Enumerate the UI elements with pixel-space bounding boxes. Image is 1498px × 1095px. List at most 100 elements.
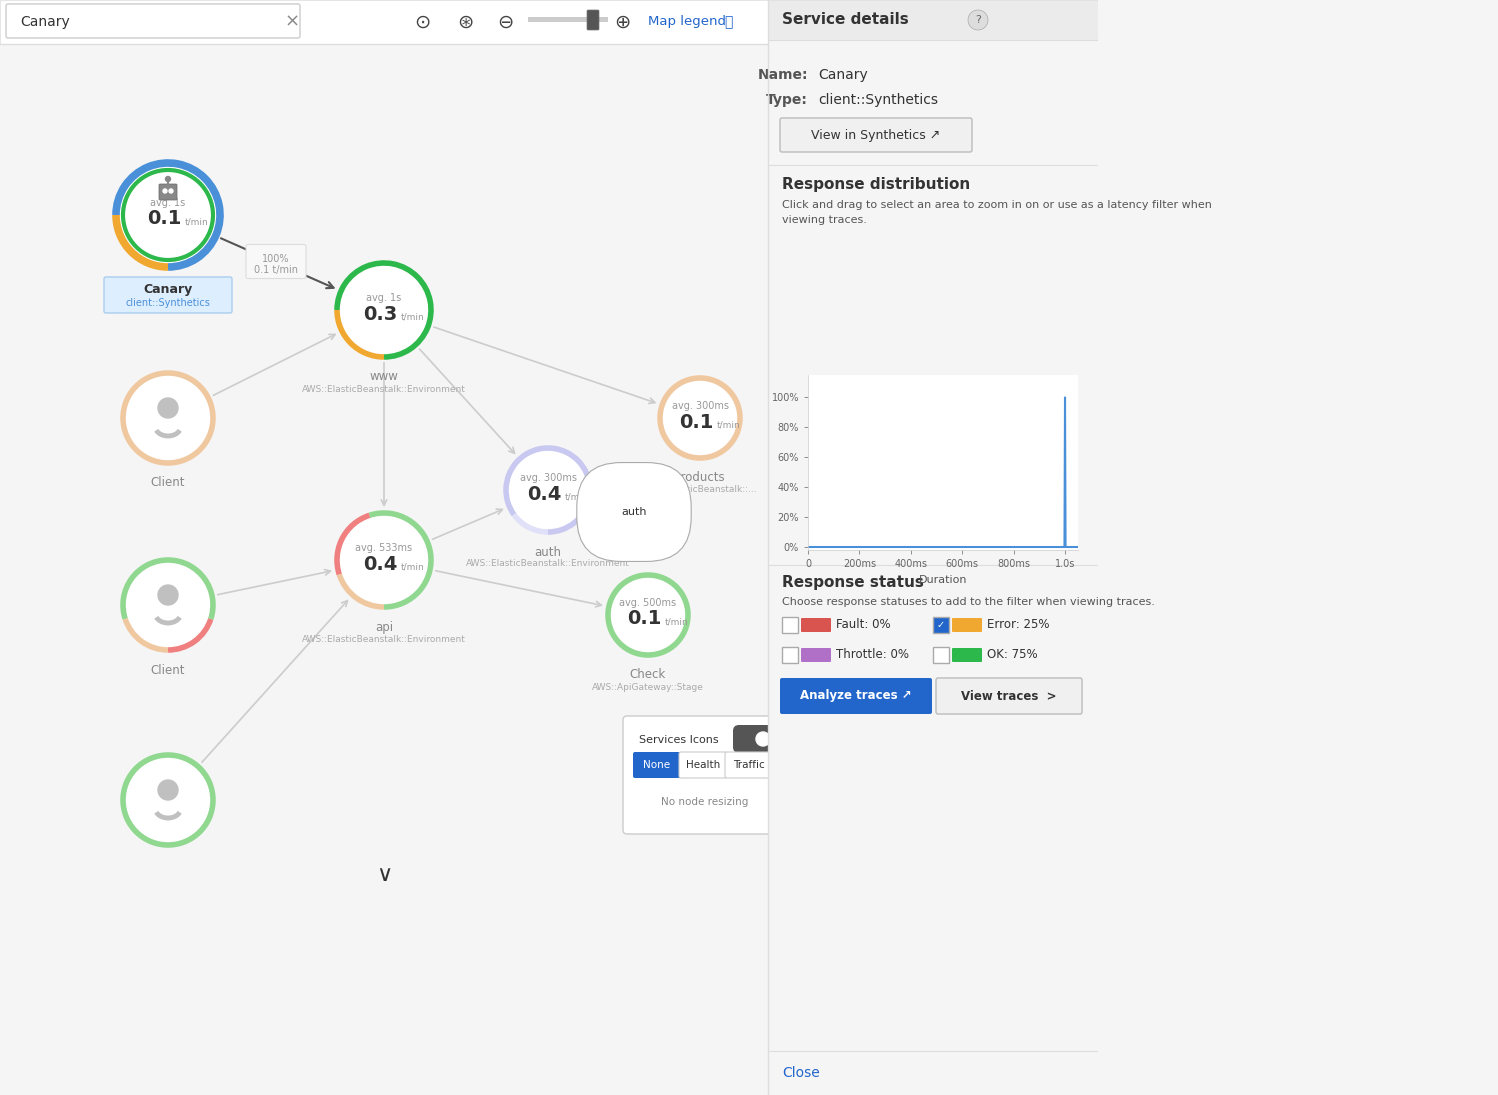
Text: None: None	[644, 760, 671, 770]
Text: client::Synthetics: client::Synthetics	[126, 298, 210, 308]
Text: avg. 300ms: avg. 300ms	[671, 401, 728, 411]
Text: t/min: t/min	[401, 312, 425, 322]
Circle shape	[118, 166, 217, 264]
Text: Health: Health	[686, 760, 721, 770]
FancyBboxPatch shape	[780, 678, 932, 714]
Text: Canary: Canary	[818, 68, 867, 82]
Circle shape	[165, 176, 171, 182]
Text: ?: ?	[975, 15, 981, 25]
Text: Check: Check	[629, 669, 667, 681]
Text: ∨: ∨	[376, 865, 392, 885]
Bar	[527, 18, 608, 22]
Text: AWS::ElasticBeanstalk::Environment: AWS::ElasticBeanstalk::Environment	[466, 560, 631, 568]
Circle shape	[340, 516, 428, 604]
Text: viewing traces.: viewing traces.	[782, 215, 867, 224]
Text: Fault: 0%: Fault: 0%	[836, 619, 891, 632]
FancyBboxPatch shape	[782, 616, 797, 633]
Text: ×: ×	[285, 13, 300, 31]
Text: ⊕: ⊕	[614, 12, 631, 32]
Text: 0.4: 0.4	[527, 484, 562, 504]
FancyBboxPatch shape	[159, 184, 177, 200]
Text: t/min: t/min	[401, 563, 425, 572]
Circle shape	[157, 780, 178, 800]
Text: OK: 75%: OK: 75%	[987, 648, 1038, 661]
FancyBboxPatch shape	[953, 648, 983, 662]
Bar	[0, 0, 768, 44]
Circle shape	[157, 585, 178, 606]
Circle shape	[169, 189, 172, 193]
Text: t/min: t/min	[718, 420, 740, 429]
Text: ⓘ: ⓘ	[724, 15, 733, 28]
Text: AWS::ElasticBeanstalk::...: AWS::ElasticBeanstalk::...	[643, 485, 758, 495]
Text: Map legend: Map legend	[649, 15, 727, 28]
FancyBboxPatch shape	[103, 277, 232, 313]
Text: Traffic: Traffic	[733, 760, 765, 770]
Text: 0.1 t/min: 0.1 t/min	[255, 265, 298, 276]
Text: avg. 533ms: avg. 533ms	[355, 543, 412, 553]
Text: AWS::ElasticBeanstalk::Environment: AWS::ElasticBeanstalk::Environment	[303, 634, 466, 644]
Text: auth: auth	[535, 545, 562, 558]
Text: products: products	[674, 472, 727, 484]
Text: ✓: ✓	[936, 620, 945, 630]
Circle shape	[968, 10, 989, 30]
Text: Type:: Type:	[765, 93, 807, 107]
Text: 100%: 100%	[262, 254, 289, 264]
Text: Canary: Canary	[19, 15, 70, 28]
FancyBboxPatch shape	[623, 716, 786, 834]
Text: Name:: Name:	[758, 68, 807, 82]
Text: t/min: t/min	[565, 493, 589, 502]
Text: Error: 25%: Error: 25%	[987, 619, 1050, 632]
FancyBboxPatch shape	[932, 616, 948, 633]
Circle shape	[126, 758, 210, 842]
Text: Choose response statuses to add to the filter when viewing traces.: Choose response statuses to add to the f…	[782, 597, 1155, 607]
Text: ⊛: ⊛	[457, 12, 473, 32]
Text: t/min: t/min	[184, 218, 208, 227]
Text: 0.1: 0.1	[679, 413, 713, 431]
X-axis label: Duration: Duration	[918, 575, 968, 585]
FancyBboxPatch shape	[6, 4, 300, 38]
Text: Service details: Service details	[782, 12, 909, 27]
Bar	[768, 0, 1098, 41]
Text: 0.4: 0.4	[363, 554, 397, 574]
FancyBboxPatch shape	[782, 646, 797, 662]
Text: avg. 300ms: avg. 300ms	[520, 473, 577, 483]
Text: avg. 1s: avg. 1s	[150, 198, 186, 208]
Text: Analyze traces ↗: Analyze traces ↗	[800, 690, 912, 703]
Text: Client: Client	[151, 664, 186, 677]
Circle shape	[126, 376, 210, 460]
Text: ⊖: ⊖	[497, 12, 514, 32]
FancyBboxPatch shape	[679, 752, 727, 779]
FancyBboxPatch shape	[634, 752, 682, 779]
Circle shape	[509, 451, 587, 529]
FancyBboxPatch shape	[932, 646, 948, 662]
FancyBboxPatch shape	[780, 118, 972, 152]
Text: Services Icons: Services Icons	[640, 735, 719, 745]
Text: client::Synthetics: client::Synthetics	[818, 93, 938, 107]
FancyBboxPatch shape	[801, 648, 831, 662]
Text: No node resizing: No node resizing	[661, 797, 749, 807]
FancyBboxPatch shape	[801, 618, 831, 632]
Text: 0.1: 0.1	[626, 610, 661, 629]
Text: auth: auth	[622, 507, 647, 517]
Circle shape	[126, 563, 210, 647]
FancyBboxPatch shape	[587, 10, 599, 30]
Text: t/min: t/min	[665, 618, 689, 626]
Circle shape	[756, 731, 770, 746]
Text: Response distribution: Response distribution	[782, 177, 971, 193]
FancyBboxPatch shape	[936, 678, 1082, 714]
FancyBboxPatch shape	[246, 244, 306, 278]
Text: 0.1: 0.1	[147, 209, 181, 229]
Circle shape	[611, 578, 685, 652]
Text: View traces  >: View traces >	[962, 690, 1056, 703]
Circle shape	[340, 266, 428, 354]
Circle shape	[163, 189, 166, 193]
FancyBboxPatch shape	[733, 725, 777, 753]
Text: Throttle: 0%: Throttle: 0%	[836, 648, 909, 661]
Text: View in Synthetics ↗: View in Synthetics ↗	[812, 128, 941, 141]
Circle shape	[664, 381, 737, 456]
Text: Response status: Response status	[782, 575, 924, 589]
FancyBboxPatch shape	[953, 618, 983, 632]
Text: Click and drag to select an area to zoom in on or use as a latency filter when: Click and drag to select an area to zoom…	[782, 200, 1212, 210]
Text: avg. 1s: avg. 1s	[367, 293, 401, 303]
Text: www: www	[370, 370, 398, 383]
